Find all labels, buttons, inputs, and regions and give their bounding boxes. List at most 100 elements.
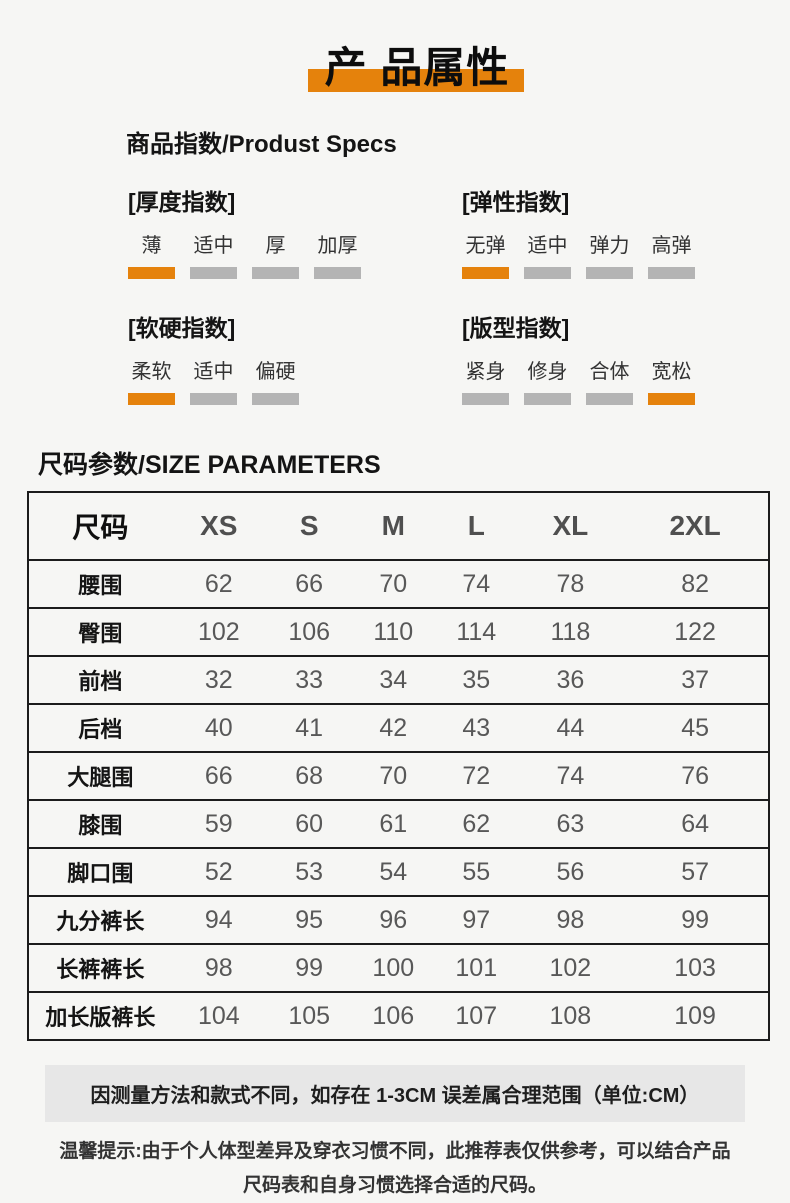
cell-value: 78: [518, 560, 623, 609]
cell-value: 97: [434, 896, 519, 945]
cell-value: 72: [434, 752, 519, 801]
table-row: 长裤裤长 98 99 100 101 102 103: [28, 944, 769, 993]
header-cell-size: S: [265, 492, 353, 561]
spec-option: 弹力: [586, 229, 633, 279]
spec-option-bar: [648, 267, 695, 279]
spec-option-bar: [524, 393, 571, 405]
size-table: 尺码 XS S M L XL 2XL 腰围 62 66 70 74 78 82 臀围 102 106 110 11…: [27, 491, 770, 1041]
row-label: 腰围: [28, 560, 172, 609]
cell-value: 98: [518, 896, 623, 945]
spec-option-bar: [462, 393, 509, 405]
spec-options: 薄 适中 厚 加厚: [128, 229, 462, 279]
spec-group: [版型指数] 紧身 修身 合体 宽松: [462, 309, 790, 405]
spec-option: 加厚: [314, 229, 361, 279]
cell-value: 107: [455, 1001, 498, 1030]
cell-value: 62: [434, 800, 519, 849]
cell-value: 32: [171, 656, 266, 705]
cell-value: 40: [171, 704, 266, 753]
spec-option-bar: [128, 267, 175, 279]
cell-value: 74: [434, 560, 519, 609]
spec-option-bar: [648, 393, 695, 405]
size-table-body: 腰围 62 66 70 74 78 82 臀围 102 106 110 114 118 122 前档 32 33…: [28, 560, 769, 1040]
cell-value: 33: [265, 656, 353, 705]
spec-group: [弹性指数] 无弹 适中 弹力 高弹: [462, 183, 790, 279]
cell-value: 105: [288, 1001, 331, 1030]
cell-value: 54: [352, 848, 435, 897]
warm-tip: 温馨提示:由于个人体型差异及穿衣习惯不同，此推荐表仅供参考，可以结合产品 尺码表…: [0, 1135, 790, 1203]
spec-option: 偏硬: [252, 355, 299, 405]
cell-value: 110: [352, 608, 435, 657]
spec-group: [软硬指数] 柔软 适中 偏硬: [128, 309, 462, 405]
cell-value: 94: [171, 896, 266, 945]
cell-value: 98: [171, 944, 266, 993]
row-label: 膝围: [28, 800, 172, 849]
table-row: 臀围 102 106 110 114 118 122: [28, 608, 769, 657]
cell-value: 103: [622, 944, 769, 993]
row-label: 加长版裤长: [45, 1005, 156, 1030]
cell-value: 61: [352, 800, 435, 849]
spec-option: 薄: [128, 229, 175, 279]
cell-value: 70: [352, 560, 435, 609]
table-row: 脚口围 52 53 54 55 56 57: [28, 848, 769, 897]
measurement-note: 因测量方法和款式不同，如存在 1-3CM 误差属合理范围（单位:CM）: [45, 1065, 745, 1122]
row-label: 脚口围: [28, 848, 172, 897]
spec-option: 无弹: [462, 229, 509, 279]
spec-option: 厚: [252, 229, 299, 279]
spec-option-label: 厚: [265, 235, 286, 257]
spec-option-bar: [462, 267, 509, 279]
table-row: 大腿围 66 68 70 72 74 76: [28, 752, 769, 801]
spec-option-label: 适中: [527, 235, 568, 257]
cell-value: 60: [265, 800, 353, 849]
cell-value: 56: [518, 848, 623, 897]
spec-groups: [厚度指数] 薄 适中 厚 加厚 [弹性指数] 无弹 适中 弹力 高弹 [软硬指: [128, 183, 790, 405]
cell-value: 52: [171, 848, 266, 897]
table-row: 后档 40 41 42 43 44 45: [28, 704, 769, 753]
spec-group-name: [版型指数]: [462, 315, 570, 341]
cell-value: 53: [265, 848, 353, 897]
spec-option-label: 薄: [141, 235, 162, 257]
product-attributes-page: 产 品属性 商品指数/Produst Specs [厚度指数] 薄 适中 厚 加…: [0, 43, 790, 1196]
spec-option-bar: [314, 267, 361, 279]
spec-option-label: 紧身: [465, 361, 506, 383]
spec-option-label: 弹力: [589, 235, 630, 257]
table-row: 膝围 59 60 61 62 63 64: [28, 800, 769, 849]
cell-value: 118: [518, 608, 623, 657]
spec-option: 适中: [190, 229, 237, 279]
spec-option-label: 宽松: [651, 361, 692, 383]
cell-value: 41: [265, 704, 353, 753]
cell-value: 64: [622, 800, 769, 849]
spec-group-name: [软硬指数]: [128, 315, 236, 341]
spec-options: 柔软 适中 偏硬: [128, 355, 462, 405]
header-cell-size: XS: [171, 492, 266, 561]
cell-value: 42: [352, 704, 435, 753]
cell-value: 68: [265, 752, 353, 801]
cell-value: 102: [518, 944, 623, 993]
spec-option: 合体: [586, 355, 633, 405]
spec-option: 紧身: [462, 355, 509, 405]
cell-value: 114: [434, 608, 519, 657]
cell-value: 66: [171, 752, 266, 801]
spec-option-bar: [252, 393, 299, 405]
spec-option-bar: [128, 393, 175, 405]
spec-option: 适中: [524, 229, 571, 279]
spec-option-label: 无弹: [465, 235, 506, 257]
cell-value: 96: [352, 896, 435, 945]
spec-option-bar: [252, 267, 299, 279]
spec-option-label: 柔软: [131, 361, 172, 383]
header-cell-size: XL: [518, 492, 623, 561]
cell-value: 102: [171, 608, 266, 657]
title-highlight-bar: [308, 69, 524, 92]
warm-tip-line1: 温馨提示:由于个人体型差异及穿衣习惯不同，此推荐表仅供参考，可以结合产品: [59, 1141, 731, 1162]
spec-option-label: 加厚: [317, 235, 358, 257]
cell-value: 43: [434, 704, 519, 753]
spec-option: 修身: [524, 355, 571, 405]
cell-value: 100: [352, 944, 435, 993]
cell-value: 36: [518, 656, 623, 705]
spec-option-label: 偏硬: [255, 361, 296, 383]
cell-value: 70: [352, 752, 435, 801]
header-cell-size: L: [434, 492, 519, 561]
spec-option-label: 适中: [193, 361, 234, 383]
warm-tip-line2: 尺码表和自身习惯选择合适的尺码。: [242, 1175, 547, 1196]
spec-option-bar: [524, 267, 571, 279]
cell-value: 63: [518, 800, 623, 849]
